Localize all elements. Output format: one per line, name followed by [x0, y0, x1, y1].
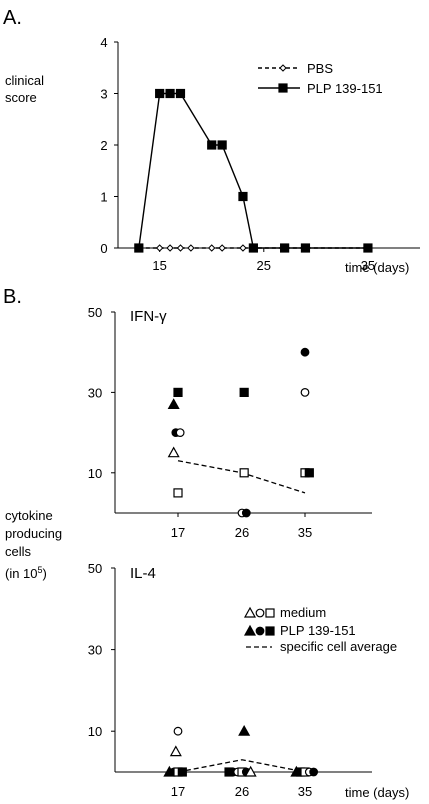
unit-exponent: 5: [38, 565, 43, 575]
panel-a-point-plp: [248, 243, 258, 253]
unit-prefix: (in 10: [5, 566, 38, 581]
legend-b-plp-139-151-marker: [265, 626, 275, 636]
legend-a-marker-plp: [278, 83, 288, 93]
ifn-gamma-point: [239, 468, 249, 478]
il4-point: [177, 767, 187, 777]
il4-point: [244, 765, 257, 777]
legend-b-medium-marker: [255, 608, 265, 618]
panel-a-point-plp: [207, 140, 217, 150]
ifn-gamma-point: [241, 508, 251, 518]
legend-b-medium-marker: [265, 608, 275, 618]
panel-a-point-pbs: [155, 244, 164, 252]
panel-a-ylabel-line1: clinical: [5, 73, 44, 88]
panel-a-point-plp: [134, 243, 144, 253]
ifn-gamma-point: [173, 387, 183, 397]
legend-b-specific-cell-average-label: specific cell average: [280, 639, 397, 654]
panel-a-point-plp: [175, 88, 186, 99]
il4-title: IL-4: [130, 565, 156, 582]
ifn-gamma-point: [167, 398, 180, 410]
il4-point: [309, 767, 319, 777]
il4-y-tick-label: 30: [88, 643, 102, 658]
il4-point: [173, 726, 183, 736]
legend-a-label-plp: PLP 139-151: [307, 81, 383, 96]
panel-a-xlabel: time (days): [345, 260, 409, 275]
legend-b-plp-139-151-marker: [243, 624, 257, 636]
panel-a-point-pbs: [176, 244, 185, 252]
il4-point: [169, 745, 182, 757]
panel-a-x-tick-label: 35: [361, 258, 375, 273]
ifn-gamma-x-tick-label: 26: [235, 525, 249, 540]
ifn-gamma-point: [173, 488, 183, 498]
ifn-gamma-x-tick-label: 17: [171, 525, 185, 540]
il4-x-tick-label: 17: [171, 784, 185, 799]
panel-a-point-pbs: [166, 244, 174, 252]
panel-a-y-tick-label: 2: [100, 138, 107, 153]
unit-suffix: ): [43, 566, 47, 581]
panel-a-point-pbs: [208, 244, 216, 252]
panel-a-series-line-plp: [138, 92, 368, 249]
ifn-gamma-point: [167, 446, 180, 458]
ifn-gamma-point: [304, 468, 314, 478]
panel-a-x-tick-label: 25: [257, 258, 271, 273]
panel-b-ylabel-line3: cells: [5, 544, 32, 559]
panel-a-ylabel-line2: score: [5, 90, 37, 105]
plot-marks: 0 1 2 3 4 15 25 35 PBS PLP 139-151 10 30 50 17 26 35 10 3…: [88, 35, 420, 799]
ifn-gamma-x-tick-label: 35: [298, 525, 312, 540]
ifn-gamma-point: [300, 347, 310, 357]
panel-a-y-tick-label: 0: [100, 241, 107, 256]
panel-a-point-pbs: [239, 244, 247, 252]
legend-a-label-pbs: PBS: [307, 61, 333, 76]
panel-b-ylabel-unit: (in 105): [5, 565, 47, 581]
il4-x-tick-label: 35: [298, 784, 312, 799]
panel-b-xlabel: time (days): [345, 785, 409, 800]
ifn-gamma-title: IFN-γ: [130, 308, 167, 325]
panel-a-point-plp: [280, 243, 290, 253]
ifn-gamma-point: [300, 388, 310, 397]
il4-point: [238, 724, 251, 736]
legend-a-marker-pbs: [279, 64, 287, 72]
ifn-gamma-y-tick-label: 50: [88, 305, 102, 320]
ifn-gamma-point: [239, 387, 249, 397]
legend-b-plp-139-151-label: PLP 139-151: [280, 623, 356, 638]
panel-a-point-plp: [238, 191, 248, 202]
panel-a-y-tick-label: 4: [100, 35, 107, 50]
legend-b-plp-139-151-marker: [255, 626, 265, 636]
legend-b-medium-marker: [243, 606, 257, 618]
panel-b-ylabel-line1: cytokine: [5, 508, 53, 523]
il4-y-tick-label: 10: [88, 724, 102, 739]
panel-a-point-plp: [165, 88, 175, 99]
panel-a-point-plp: [363, 243, 373, 253]
panel-a-point-pbs: [187, 244, 195, 252]
panel-a-label: A.: [3, 7, 22, 29]
ifn-gamma-y-tick-label: 10: [88, 466, 102, 481]
panel-a-y-tick-label: 3: [100, 87, 107, 102]
il4-y-tick-label: 50: [88, 561, 102, 576]
panel-a-x-tick-label: 15: [152, 258, 166, 273]
legend-b-medium-label: medium: [280, 605, 326, 620]
panel-b-ylabel-line2: producing: [5, 526, 62, 541]
panel-b-label: B.: [3, 286, 22, 308]
il4-average-line: [177, 759, 306, 773]
ifn-gamma-y-tick-label: 30: [88, 385, 102, 400]
panel-a-point-pbs: [218, 244, 226, 252]
il4-x-tick-label: 26: [235, 784, 249, 799]
panel-a-point-plp: [300, 243, 311, 253]
panel-a-point-plp: [217, 140, 227, 150]
panel-a-y-tick-label: 1: [100, 190, 107, 205]
ifn-gamma-point: [175, 428, 185, 438]
panel-a-point-plp: [155, 88, 165, 99]
